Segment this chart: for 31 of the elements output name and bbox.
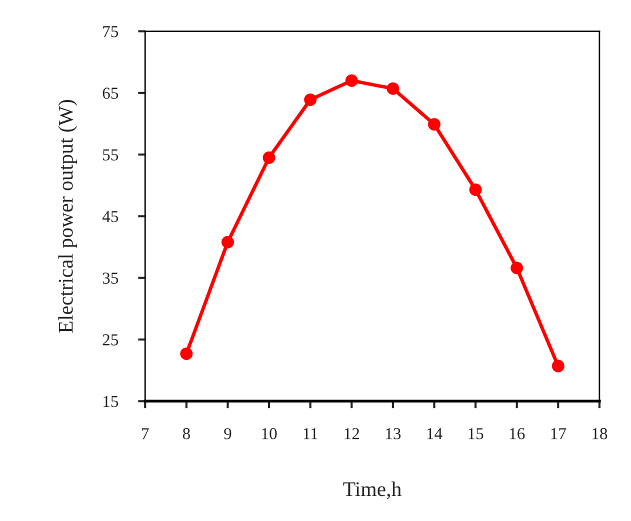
point bbox=[180, 347, 193, 360]
y-axis-title: Electrical power output (W) bbox=[58, 100, 78, 333]
x-tick-label: 14 bbox=[427, 428, 442, 440]
x-tick-label: 10 bbox=[262, 428, 277, 440]
y-tick-label: 15 bbox=[104, 396, 118, 408]
x-tick-label: 15 bbox=[468, 428, 484, 440]
x-tick-label: 12 bbox=[344, 428, 360, 440]
y-tick-label: 35 bbox=[102, 272, 118, 284]
point bbox=[469, 183, 482, 196]
x-tick-label: 13 bbox=[386, 428, 401, 440]
x-tick-label: 9 bbox=[224, 428, 232, 440]
x-tick-label: 16 bbox=[510, 428, 525, 440]
point bbox=[262, 151, 276, 164]
point bbox=[510, 262, 524, 274]
y-tick-label: 45 bbox=[102, 211, 118, 222]
point bbox=[221, 236, 234, 248]
point bbox=[428, 118, 440, 131]
x-tick-label: 18 bbox=[592, 428, 608, 440]
x-axis-title: Time,h bbox=[343, 482, 402, 500]
point bbox=[304, 93, 317, 106]
point bbox=[345, 74, 358, 87]
y-tick-label: 55 bbox=[103, 149, 118, 161]
point bbox=[386, 82, 400, 95]
x-tick-label: 17 bbox=[551, 428, 566, 440]
y-tick-label: 65 bbox=[102, 88, 118, 99]
point bbox=[552, 360, 564, 372]
y-tick-label: 25 bbox=[102, 334, 118, 346]
x-tick-label: 7 bbox=[142, 428, 149, 440]
x-tick-label: 8 bbox=[182, 428, 190, 440]
y-tick-label: 75 bbox=[103, 26, 118, 38]
x-tick-label: 11 bbox=[304, 428, 318, 440]
